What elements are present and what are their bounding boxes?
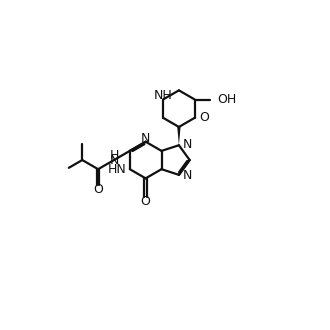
Text: O: O	[141, 195, 150, 208]
Text: N: N	[182, 169, 192, 182]
Text: H: H	[109, 149, 119, 162]
Text: NH: NH	[154, 89, 173, 102]
Polygon shape	[177, 127, 181, 145]
Text: O: O	[199, 111, 209, 124]
Text: O: O	[93, 182, 103, 196]
Text: N: N	[182, 138, 192, 151]
Text: N: N	[109, 153, 119, 167]
Text: N: N	[141, 132, 150, 145]
Text: HN: HN	[108, 163, 126, 176]
Text: OH: OH	[217, 93, 237, 106]
